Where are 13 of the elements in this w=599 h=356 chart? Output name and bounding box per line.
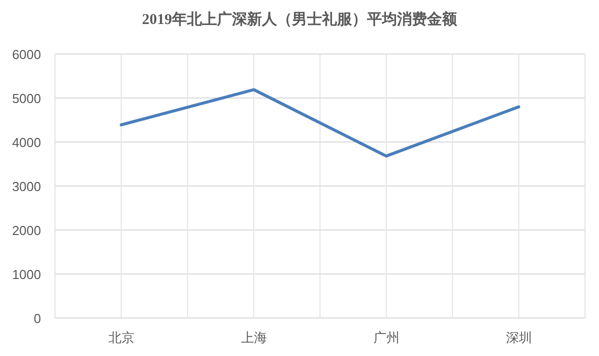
x-tick-label: 北京 bbox=[108, 330, 134, 345]
y-tick-label: 1000 bbox=[12, 267, 41, 282]
y-tick-label: 4000 bbox=[12, 135, 41, 150]
y-tick-label: 0 bbox=[34, 311, 41, 326]
y-tick-label: 3000 bbox=[12, 179, 41, 194]
chart-title: 2019年北上广深新人（男士礼服）平均消费金额 bbox=[142, 10, 458, 28]
x-tick-label: 广州 bbox=[373, 330, 400, 345]
x-tick-label: 上海 bbox=[240, 330, 267, 345]
y-tick-label: 5000 bbox=[12, 91, 41, 106]
x-tick-label: 深圳 bbox=[506, 330, 532, 345]
y-tick-label: 6000 bbox=[12, 47, 41, 62]
line-series bbox=[120, 88, 520, 158]
y-tick-label: 2000 bbox=[12, 223, 41, 238]
